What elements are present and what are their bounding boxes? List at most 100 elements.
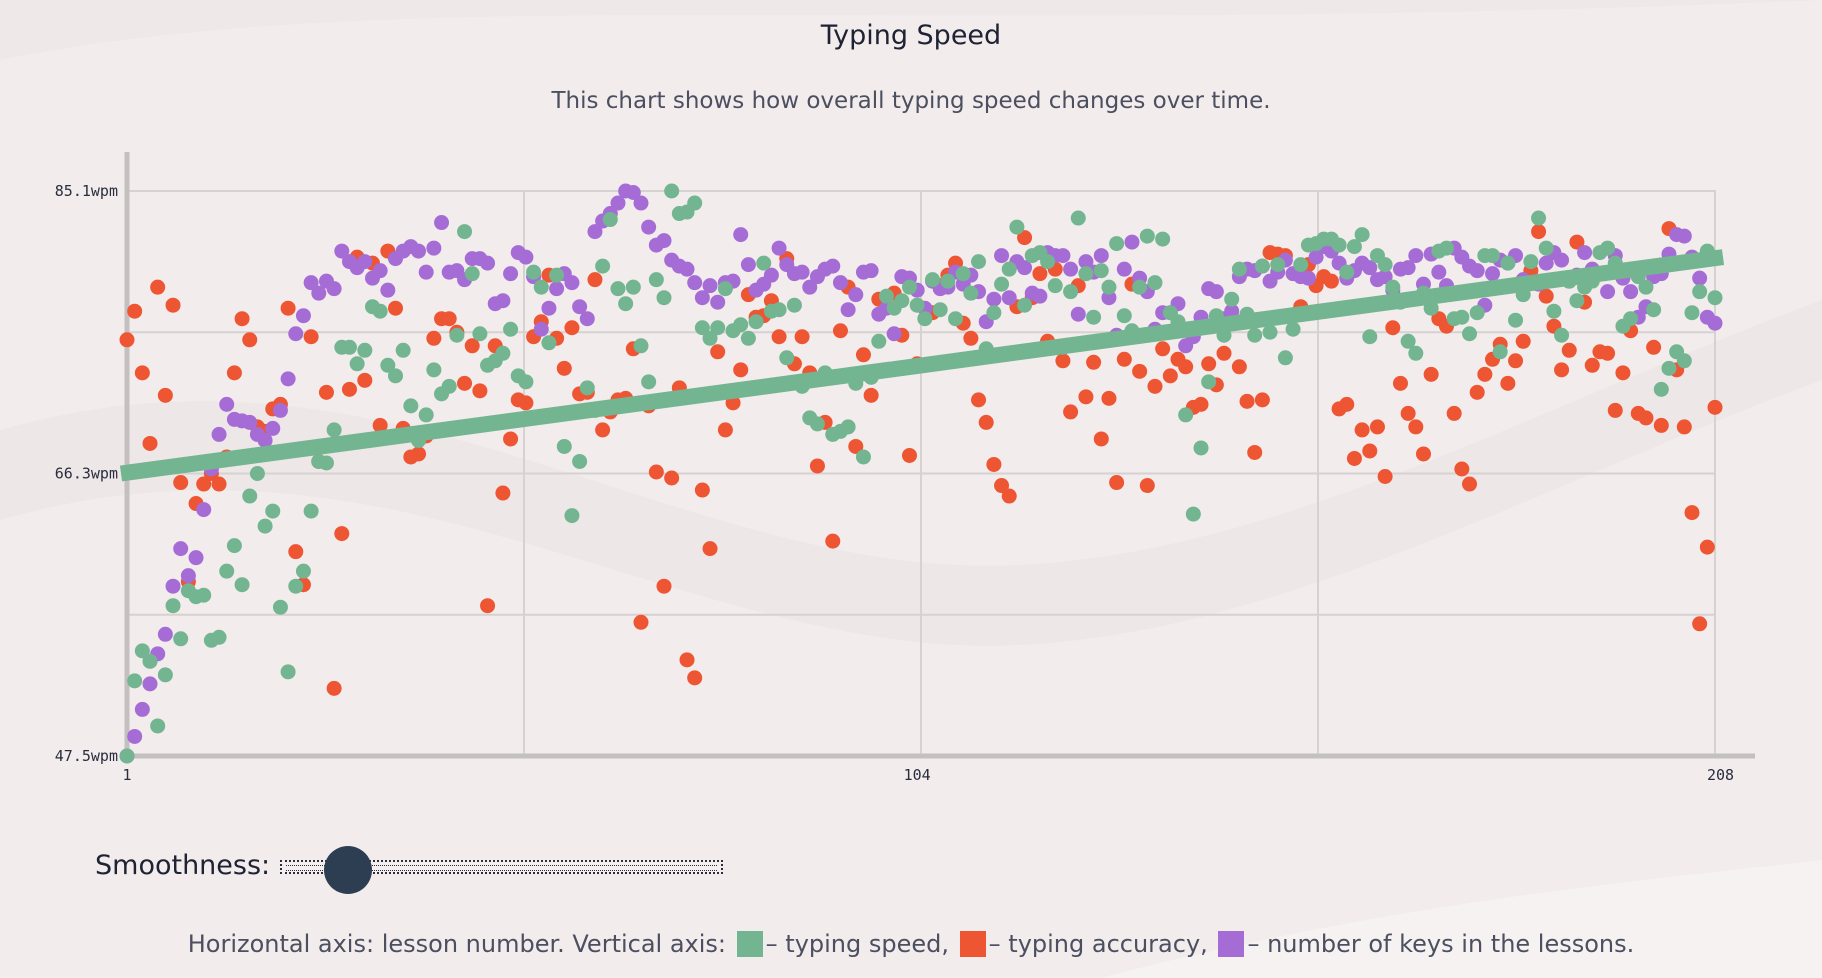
point-accuracy <box>971 392 987 408</box>
point-speed <box>702 330 718 346</box>
point-speed <box>395 342 411 358</box>
point-accuracy <box>1400 405 1416 421</box>
point-speed <box>426 362 442 378</box>
trend-line-group <box>119 249 1725 482</box>
point-speed <box>809 416 825 432</box>
point-keys <box>863 263 879 279</box>
legend-accuracy-label: – typing accuracy, <box>988 930 1208 958</box>
point-accuracy <box>648 464 664 480</box>
point-keys <box>610 195 626 211</box>
point-speed <box>1646 302 1662 318</box>
point-keys <box>1308 249 1324 265</box>
point-speed <box>855 449 871 465</box>
point-accuracy <box>587 272 603 288</box>
point-speed <box>1078 266 1094 282</box>
point-accuracy <box>388 300 404 316</box>
point-speed <box>234 577 250 593</box>
point-keys <box>280 371 296 387</box>
point-keys <box>1101 290 1117 306</box>
point-accuracy <box>495 485 511 501</box>
point-speed <box>196 587 212 603</box>
point-accuracy <box>1078 389 1094 405</box>
point-speed <box>901 279 917 295</box>
point-accuracy <box>1538 288 1554 304</box>
point-speed <box>894 293 910 309</box>
y-tick-label: 85.1wpm <box>55 182 118 200</box>
point-keys <box>1032 288 1048 304</box>
point-speed <box>1040 254 1056 270</box>
point-accuracy <box>1178 359 1194 375</box>
point-speed <box>710 320 726 336</box>
point-accuracy <box>472 383 488 399</box>
point-keys <box>134 701 150 717</box>
point-keys <box>334 243 350 259</box>
point-accuracy <box>1469 384 1485 400</box>
point-speed <box>1047 278 1063 294</box>
point-accuracy <box>165 297 181 313</box>
point-keys <box>426 240 442 256</box>
point-keys <box>219 396 235 412</box>
point-keys <box>288 326 304 342</box>
point-keys <box>771 240 787 256</box>
point-speed <box>280 664 296 680</box>
point-accuracy <box>411 446 427 462</box>
smoothness-slider[interactable] <box>280 846 723 894</box>
point-accuracy <box>994 478 1010 494</box>
point-accuracy <box>1462 476 1478 492</box>
point-accuracy <box>664 470 680 486</box>
legend-speed-label: – typing speed, <box>765 930 950 958</box>
point-accuracy <box>1600 345 1616 361</box>
slider-thumb[interactable] <box>323 846 372 894</box>
legend-swatch-keys <box>1218 931 1245 957</box>
point-speed <box>127 673 143 689</box>
point-accuracy <box>1017 230 1033 246</box>
point-accuracy <box>986 456 1002 472</box>
point-speed <box>226 538 242 554</box>
point-accuracy <box>1231 359 1247 375</box>
point-accuracy <box>855 347 871 363</box>
point-accuracy <box>318 384 334 400</box>
point-speed <box>464 266 480 282</box>
point-keys <box>679 261 695 277</box>
point-speed <box>717 281 733 297</box>
point-accuracy <box>1692 616 1708 632</box>
point-speed <box>380 357 396 373</box>
point-speed <box>441 378 457 394</box>
point-accuracy <box>457 375 473 391</box>
point-keys <box>1078 254 1094 270</box>
point-speed <box>1132 279 1148 295</box>
trend-line <box>119 249 1725 482</box>
point-keys <box>1538 255 1554 271</box>
point-keys <box>257 432 273 448</box>
point-accuracy <box>1162 368 1178 384</box>
point-speed <box>917 311 933 327</box>
point-accuracy <box>157 387 173 403</box>
point-keys <box>1124 234 1140 250</box>
point-accuracy <box>1385 320 1401 336</box>
point-accuracy <box>1638 410 1654 426</box>
point-keys <box>180 568 196 584</box>
point-speed <box>1247 327 1263 343</box>
point-speed <box>549 267 565 283</box>
point-speed <box>694 320 710 336</box>
point-keys <box>710 294 726 310</box>
chart-title: Typing Speed <box>820 20 1002 51</box>
point-speed <box>633 338 649 354</box>
point-accuracy <box>288 544 304 560</box>
point-accuracy <box>1201 356 1217 372</box>
point-accuracy <box>196 476 212 492</box>
x-tick-label: 208 <box>1707 766 1734 784</box>
point-accuracy <box>1377 469 1393 485</box>
point-speed <box>1293 257 1309 273</box>
point-speed <box>1623 311 1639 327</box>
point-keys <box>1707 315 1723 331</box>
point-accuracy <box>1561 342 1577 358</box>
point-keys <box>1692 270 1708 286</box>
point-accuracy <box>372 417 388 433</box>
point-accuracy <box>978 414 994 430</box>
point-keys <box>549 281 565 297</box>
point-accuracy <box>771 329 787 345</box>
point-speed <box>242 488 258 504</box>
point-accuracy <box>702 541 718 557</box>
point-keys <box>656 233 672 249</box>
